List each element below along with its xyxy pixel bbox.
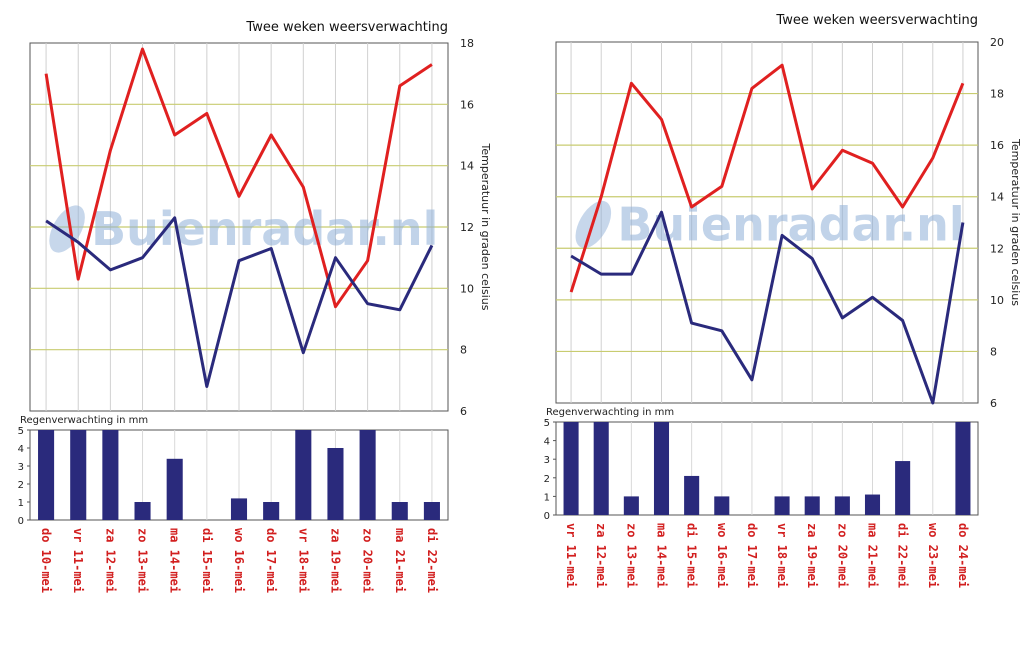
day-label: zo 13-mei (136, 528, 150, 593)
rain-chart-label: Regenverwachting in mm (20, 415, 148, 426)
rain-bar (623, 496, 639, 515)
day-label: vr 18-mei (775, 523, 789, 588)
rain-bar (263, 502, 280, 520)
rain-bar (653, 422, 670, 515)
day-label: vr 11-mei (71, 528, 85, 593)
day-label: ma 21-mei (393, 528, 407, 593)
temp-tick-label: 16 (990, 139, 1004, 152)
day-label: wo 23-mei (926, 523, 940, 588)
temp-axis-label: Temperatuur in graden celsius (479, 143, 492, 311)
rain-tick-label: 5 (18, 426, 24, 437)
rain-bar (391, 502, 408, 520)
temperature-series-line (45, 216, 434, 388)
temperature-series-line (570, 210, 965, 405)
day-label: vr 18-mei (296, 528, 310, 593)
rain-bar (230, 498, 248, 520)
day-label: za 19-mei (805, 523, 819, 588)
rain-tick-label: 1 (544, 492, 550, 503)
day-label: za 12-mei (594, 523, 608, 588)
forecast-panel-right: Twee weken weersverwachting 20 18 16 14 12 10 8… (512, 0, 1024, 653)
day-label: do 10-mei (39, 528, 53, 593)
rain-tick-label: 0 (544, 511, 550, 522)
temp-tick-label: 20 (990, 36, 1004, 49)
temp-tick-label: 8 (460, 344, 467, 357)
temp-tick-label: 10 (990, 294, 1004, 307)
rain-tick-label: 5 (544, 418, 550, 429)
day-label: za 12-mei (103, 528, 117, 593)
day-label: zo 20-mei (361, 528, 375, 593)
chart-title: Twee weken weersverwachting (775, 13, 978, 28)
rain-bar (774, 496, 790, 515)
day-label: do 17-mei (745, 523, 759, 588)
day-label: ma 14-mei (655, 523, 669, 588)
rain-bar (134, 502, 151, 520)
forecast-chart-left: Twee weken weersverwachting181614121086T… (18, 20, 492, 593)
temperature-series-line (44, 47, 433, 309)
rain-bar (864, 494, 881, 515)
temp-tick-label: 8 (990, 345, 997, 358)
rain-chart-label: Regenverwachting in mm (546, 407, 674, 418)
day-label: za 19-mei (328, 528, 342, 593)
rain-bar (834, 496, 850, 515)
day-label: di 15-mei (685, 523, 699, 588)
rain-tick-label: 2 (544, 474, 550, 485)
rain-bar (295, 430, 312, 520)
rain-bar (102, 430, 119, 520)
temp-tick-label: 10 (460, 282, 474, 295)
rain-tick-label: 3 (18, 462, 24, 473)
forecast-chart-right: Twee weken weersverwachting2018161412108… (544, 13, 1022, 588)
day-label: ma 14-mei (168, 528, 182, 593)
rain-bar (70, 430, 87, 520)
temp-tick-label: 14 (990, 191, 1004, 204)
day-label: do 17-mei (264, 528, 278, 593)
rain-bar (714, 496, 730, 515)
temp-tick-label: 12 (460, 221, 474, 234)
rain-bar (804, 496, 820, 515)
chart-title: Twee weken weersverwachting (245, 20, 448, 35)
day-label: di 22-mei (896, 523, 910, 588)
day-label: wo 16-mei (232, 528, 246, 593)
rain-tick-label: 4 (544, 437, 550, 448)
rain-bar (38, 430, 55, 520)
rain-bar (895, 461, 911, 515)
rain-tick-label: 0 (18, 516, 24, 527)
day-label: wo 16-mei (715, 523, 729, 588)
rain-bar (327, 448, 344, 520)
rain-plot-frame (555, 421, 979, 516)
temp-tick-label: 14 (460, 160, 474, 173)
temp-tick-label: 6 (460, 405, 467, 418)
temp-tick-label: 12 (990, 242, 1004, 255)
day-label: ma 21-mei (866, 523, 880, 588)
rain-tick-label: 4 (18, 444, 24, 455)
rain-bar (563, 422, 579, 515)
rain-bar (166, 458, 183, 520)
rain-bar (955, 422, 971, 515)
day-label: vr 11-mei (564, 523, 578, 588)
forecast-panel-left: Twee weken weersverwachting 18 16 14 12 10 8 6 T… (18, 20, 492, 593)
rain-bar (423, 502, 440, 520)
day-label: zo 13-mei (624, 523, 638, 588)
rain-tick-label: 3 (544, 455, 550, 466)
rain-bar (593, 422, 609, 515)
watermark-text: Buienradar.nl (91, 202, 438, 256)
temp-tick-label: 16 (460, 98, 474, 111)
temp-tick-label: 18 (990, 88, 1004, 101)
rain-tick-label: 1 (18, 498, 24, 509)
temp-tick-label: 6 (990, 397, 997, 410)
temp-axis-label: Temperatuur in graden celsius (1009, 138, 1022, 306)
rain-tick-label: 2 (18, 480, 24, 491)
day-label: do 24-mei (956, 523, 970, 588)
day-label: zo 20-mei (835, 523, 849, 588)
rain-bar (684, 475, 700, 515)
rain-bar (359, 430, 376, 520)
temp-tick-label: 18 (460, 37, 474, 50)
day-label: di 15-mei (200, 528, 214, 593)
temperature-series-line (569, 63, 965, 293)
day-label: di 22-mei (425, 528, 439, 593)
